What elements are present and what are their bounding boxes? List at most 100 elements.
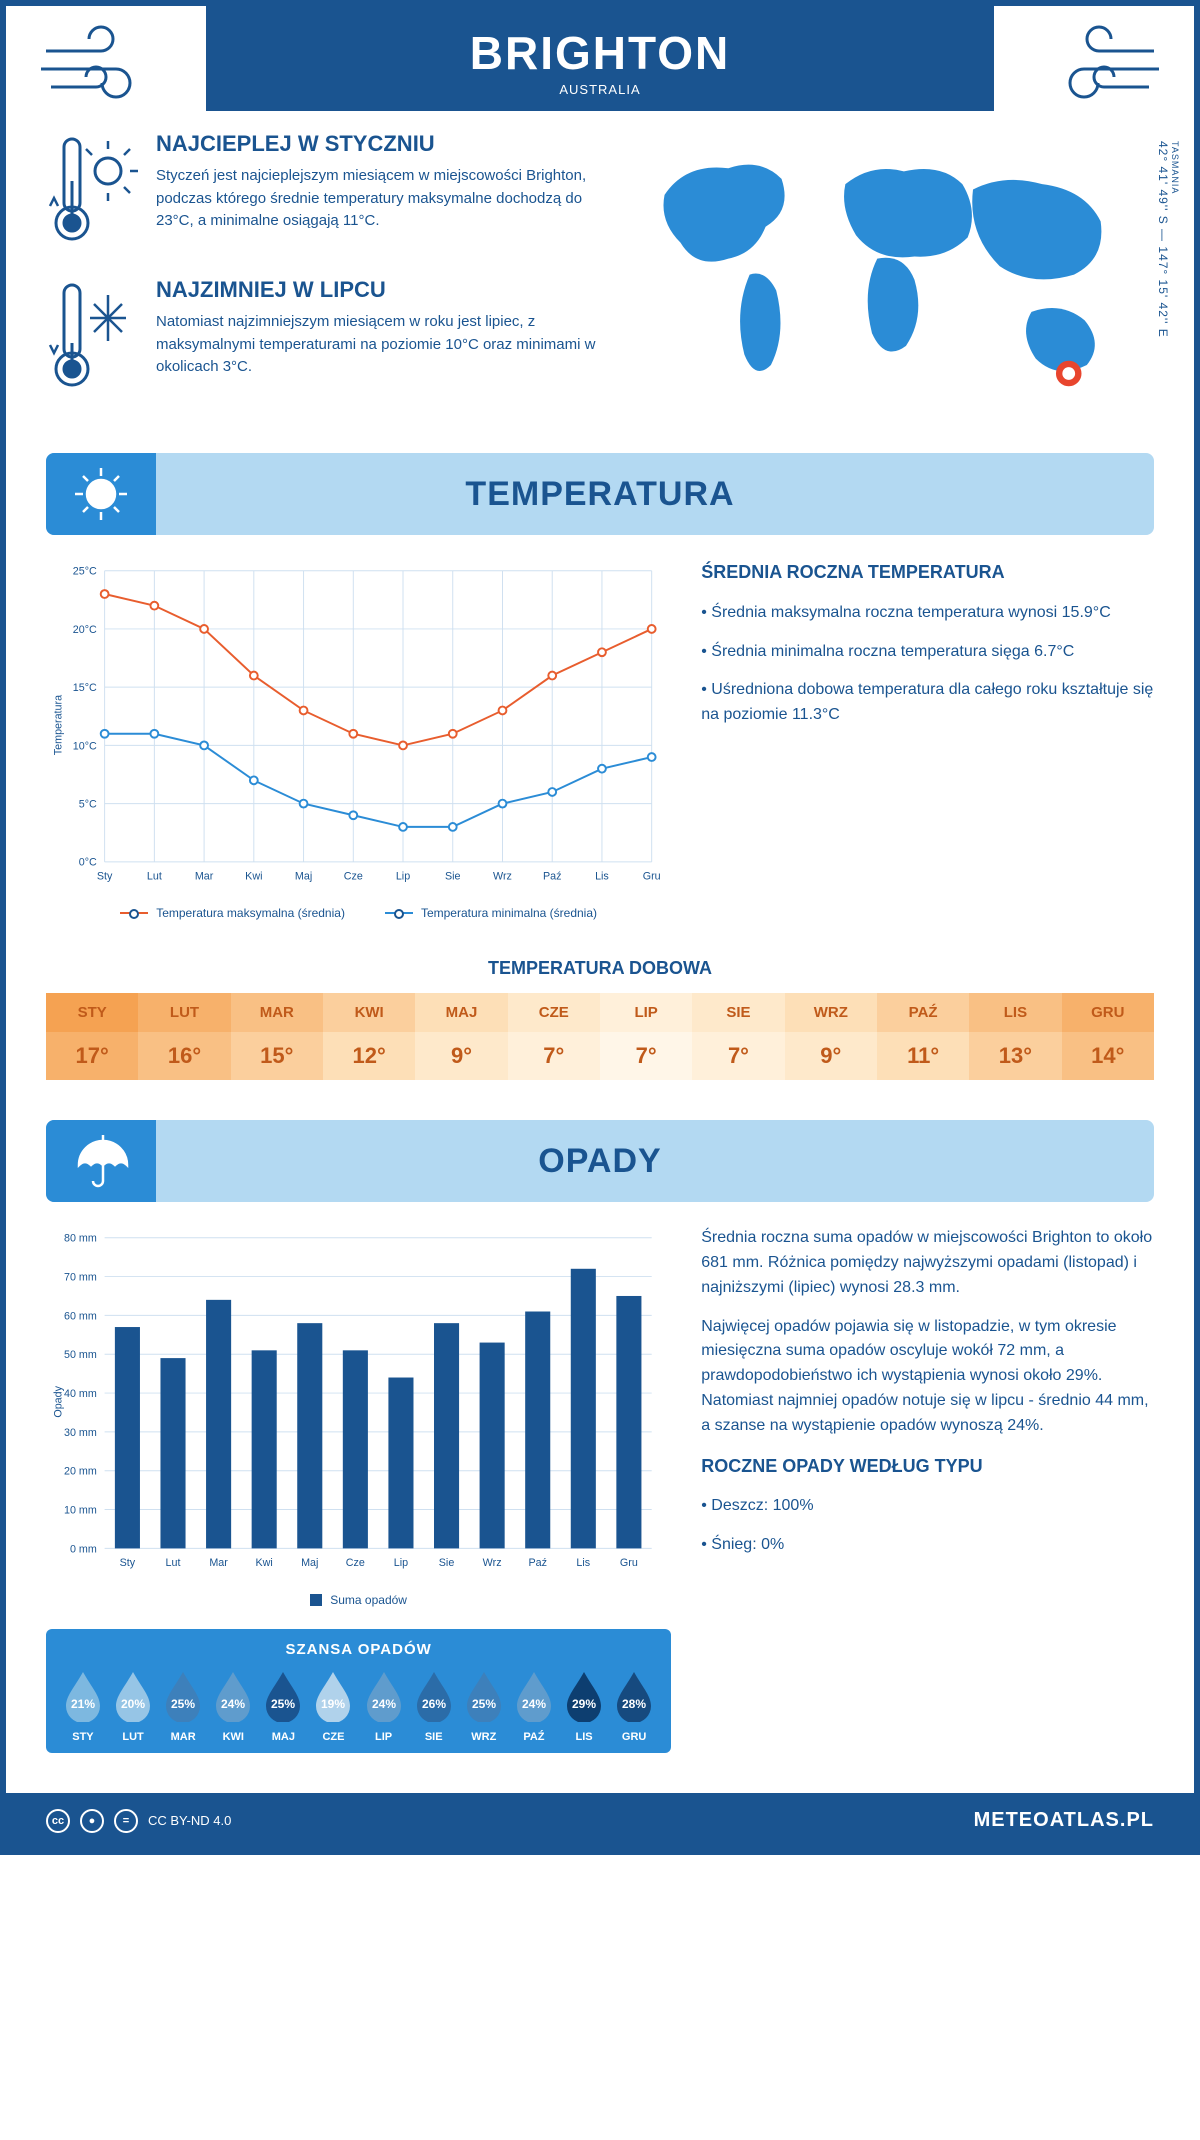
- svg-text:70 mm: 70 mm: [64, 1272, 97, 1284]
- svg-text:Maj: Maj: [295, 870, 312, 882]
- svg-text:Sie: Sie: [439, 1557, 455, 1569]
- svg-text:24%: 24%: [522, 1697, 546, 1711]
- warmest-body: Styczeń jest najcieplejszym miesiącem w …: [156, 165, 622, 233]
- city-title: BRIGHTON: [206, 26, 994, 80]
- rain-p1: Średnia roczna suma opadów w miejscowośc…: [701, 1226, 1154, 1300]
- temp-section-title: TEMPERATURA: [465, 475, 734, 514]
- svg-text:15°C: 15°C: [73, 682, 97, 694]
- dobowa-head-cell: MAR: [231, 993, 323, 1032]
- svg-text:Mar: Mar: [195, 870, 214, 882]
- drop-item: 20%LUT: [108, 1668, 158, 1743]
- dobowa-header-row: STYLUTMARKWIMAJCZELIPSIEWRZPAŹLISGRU: [46, 993, 1154, 1032]
- svg-text:25%: 25%: [271, 1697, 295, 1711]
- dobowa-val-cell: 13°: [969, 1032, 1061, 1080]
- svg-text:Gru: Gru: [620, 1557, 638, 1569]
- svg-text:Lut: Lut: [166, 1557, 181, 1569]
- szansa-box: SZANSA OPADÓW 21%STY20%LUT25%MAR24%KWI25…: [46, 1629, 671, 1753]
- dobowa-head-cell: WRZ: [785, 993, 877, 1032]
- world-map-svg: [622, 131, 1154, 408]
- drop-item: 25%MAJ: [258, 1668, 308, 1743]
- dobowa-val-cell: 14°: [1062, 1032, 1154, 1080]
- footer: cc ● = CC BY-ND 4.0 METEOATLAS.PL: [6, 1793, 1194, 1849]
- svg-text:Lip: Lip: [396, 870, 410, 882]
- rain-content: 0 mm10 mm20 mm30 mm40 mm50 mm60 mm70 mm8…: [6, 1226, 1194, 1773]
- svg-text:Sie: Sie: [445, 870, 461, 882]
- warmest-block: NAJCIEPLEJ W STYCZNIU Styczeń jest najci…: [46, 131, 622, 251]
- drop-item: 21%STY: [58, 1668, 108, 1743]
- svg-text:Wrz: Wrz: [493, 870, 512, 882]
- svg-text:0 mm: 0 mm: [70, 1543, 97, 1555]
- dobowa-val-cell: 9°: [785, 1032, 877, 1080]
- temp-chart-col: 0°C5°C10°C15°C20°C25°CStyLutMarKwiMajCze…: [46, 559, 671, 920]
- license-block: cc ● = CC BY-ND 4.0: [46, 1809, 231, 1833]
- legend-max: Temperatura maksymalna (średnia): [120, 906, 345, 920]
- svg-text:30 mm: 30 mm: [64, 1427, 97, 1439]
- coldest-body: Natomiast najzimniejszym miesiącem w rok…: [156, 311, 622, 379]
- svg-text:Gru: Gru: [643, 870, 661, 882]
- rain-type-title: ROCZNE OPADY WEDŁUG TYPU: [701, 1453, 1154, 1481]
- legend-rain-label: Suma opadów: [330, 1593, 407, 1607]
- svg-text:24%: 24%: [221, 1697, 245, 1711]
- dobowa-val-cell: 7°: [600, 1032, 692, 1080]
- svg-text:Lis: Lis: [595, 870, 609, 882]
- drop-item: 29%LIS: [559, 1668, 609, 1743]
- nd-icon: =: [114, 1809, 138, 1833]
- info-left: NAJCIEPLEJ W STYCZNIU Styczeń jest najci…: [46, 131, 622, 423]
- svg-text:Paź: Paź: [543, 870, 562, 882]
- svg-text:21%: 21%: [71, 1697, 95, 1711]
- dobowa-val-cell: 7°: [508, 1032, 600, 1080]
- legend-min-label: Temperatura minimalna (średnia): [421, 906, 597, 920]
- svg-text:Maj: Maj: [301, 1557, 318, 1569]
- svg-text:Cze: Cze: [344, 870, 363, 882]
- dobowa-head-cell: LIP: [600, 993, 692, 1032]
- legend-max-label: Temperatura maksymalna (średnia): [156, 906, 345, 920]
- svg-text:25%: 25%: [472, 1697, 496, 1711]
- svg-text:25°C: 25°C: [73, 566, 97, 578]
- drop-item: 25%MAR: [158, 1668, 208, 1743]
- rain-p2: Najwięcej opadów pojawia się w listopadz…: [701, 1315, 1154, 1439]
- svg-text:5°C: 5°C: [79, 799, 97, 811]
- license-text: CC BY-ND 4.0: [148, 1813, 231, 1828]
- cc-icon: cc: [46, 1809, 70, 1833]
- coords-text: 42° 41' 49'' S — 147° 15' 42'' E: [1156, 141, 1170, 338]
- coldest-block: NAJZIMNIEJ W LIPCU Natomiast najzimniejs…: [46, 277, 622, 397]
- rain-type2: • Śnieg: 0%: [701, 1533, 1154, 1558]
- rain-section-title: OPADY: [538, 1142, 661, 1181]
- svg-text:20 mm: 20 mm: [64, 1466, 97, 1478]
- drop-item: 24%PAŹ: [509, 1668, 559, 1743]
- sun-icon: [46, 453, 156, 535]
- dobowa-table: STYLUTMARKWIMAJCZELIPSIEWRZPAŹLISGRU 17°…: [46, 993, 1154, 1080]
- dobowa-head-cell: KWI: [323, 993, 415, 1032]
- info-blocks: NAJCIEPLEJ W STYCZNIU Styczeń jest najci…: [46, 131, 1154, 423]
- svg-text:28%: 28%: [622, 1697, 646, 1711]
- legend-rain: Suma opadów: [310, 1593, 407, 1607]
- dobowa-val-cell: 15°: [231, 1032, 323, 1080]
- dobowa-head-cell: MAJ: [415, 993, 507, 1032]
- rain-bar-chart: 0 mm10 mm20 mm30 mm40 mm50 mm60 mm70 mm8…: [46, 1226, 671, 1578]
- drops-row: 21%STY20%LUT25%MAR24%KWI25%MAJ19%CZE24%L…: [58, 1668, 659, 1743]
- dobowa-head-cell: SIE: [692, 993, 784, 1032]
- annual-title: ŚREDNIA ROCZNA TEMPERATURA: [701, 559, 1154, 587]
- temp-text-col: ŚREDNIA ROCZNA TEMPERATURA • Średnia mak…: [701, 559, 1154, 920]
- by-icon: ●: [80, 1809, 104, 1833]
- rain-legend: Suma opadów: [46, 1593, 671, 1607]
- site-name: METEOATLAS.PL: [974, 1809, 1154, 1832]
- annual-b1: • Średnia maksymalna roczna temperatura …: [701, 601, 1154, 626]
- rain-type1: • Deszcz: 100%: [701, 1494, 1154, 1519]
- svg-text:20°C: 20°C: [73, 624, 97, 636]
- coordinates: TASMANIA 42° 41' 49'' S — 147° 15' 42'' …: [1156, 141, 1180, 338]
- temp-legend: Temperatura maksymalna (średnia) Tempera…: [46, 906, 671, 920]
- dobowa-title: TEMPERATURA DOBOWA: [6, 958, 1194, 979]
- wind-icon: [36, 21, 156, 111]
- dobowa-val-cell: 7°: [692, 1032, 784, 1080]
- szansa-title: SZANSA OPADÓW: [58, 1641, 659, 1658]
- svg-text:Sty: Sty: [120, 1557, 136, 1569]
- svg-text:0°C: 0°C: [79, 857, 97, 869]
- dobowa-val-cell: 11°: [877, 1032, 969, 1080]
- page: BRIGHTON AUSTRALIA NAJCIEPLEJ W STYCZNIU…: [0, 0, 1200, 1855]
- svg-text:Lut: Lut: [147, 870, 162, 882]
- drop-item: 25%WRZ: [459, 1668, 509, 1743]
- dobowa-val-cell: 9°: [415, 1032, 507, 1080]
- svg-text:Paź: Paź: [528, 1557, 547, 1569]
- annual-b2: • Średnia minimalna roczna temperatura s…: [701, 640, 1154, 665]
